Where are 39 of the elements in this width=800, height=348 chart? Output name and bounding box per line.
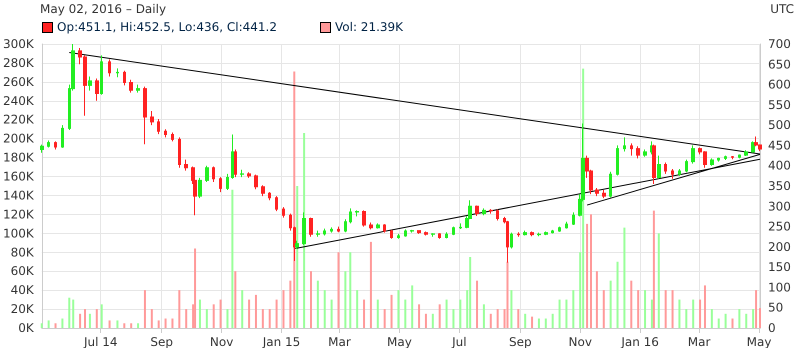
y2-tick-label: 100 <box>768 280 791 294</box>
y-tick-label: 80K <box>10 245 35 260</box>
y-tick-label: 260K <box>2 74 35 89</box>
y-tick-label: 140K <box>2 188 35 202</box>
y-tick-label: 240K <box>2 94 35 108</box>
y2-tick-label: 600 <box>768 78 791 92</box>
y-tick-label: 60K <box>10 264 35 278</box>
chart-subtitle: May 02, 2016 – Daily <box>40 2 166 16</box>
y-tick-label: 160K <box>2 170 35 184</box>
y2-tick-label: 250 <box>768 220 791 234</box>
y2-tick-label: 450 <box>768 138 791 152</box>
y2-tick-label: 200 <box>768 240 791 254</box>
x-tick-label: Nov <box>568 335 592 348</box>
y2-tick-label: 500 <box>768 118 791 132</box>
y-tick-label: 20K <box>10 302 35 316</box>
y-tick-label: 200K <box>2 132 35 146</box>
y-tick-label: 280K <box>2 56 35 70</box>
y-tick-label: 120K <box>2 207 35 222</box>
y2-tick-label: 550 <box>768 98 791 112</box>
text: Op:451.1, Hi:452.5, Lo:436, Cl:441.2 <box>57 20 277 34</box>
y2-tick-label: 150 <box>768 260 791 274</box>
y2-tick-label: 50 <box>768 300 784 315</box>
y2-tick-label: 0 <box>768 321 776 335</box>
y2-tick-label: 400 <box>768 158 791 173</box>
x-tick-label: Mar <box>688 335 710 348</box>
y-tick-label: 40K <box>10 283 35 298</box>
y-tick-label: 100K <box>2 226 35 240</box>
y2-tick-label: 700 <box>768 37 791 51</box>
y-tick-label: 0K <box>18 321 35 335</box>
text: UTC <box>770 2 794 16</box>
y-tick-label: 300K <box>2 37 35 51</box>
y-tick-label: 220K <box>2 112 35 127</box>
x-tick-label: Mar <box>328 335 351 348</box>
y-tick-label: 180K <box>2 150 35 165</box>
y2-tick-label: 300 <box>768 199 791 214</box>
y2-tick-label: 650 <box>768 57 791 72</box>
x-tick-label: Nov <box>210 335 234 348</box>
text: Vol: 21.39K <box>335 20 404 34</box>
y2-tick-label: 350 <box>768 179 791 193</box>
